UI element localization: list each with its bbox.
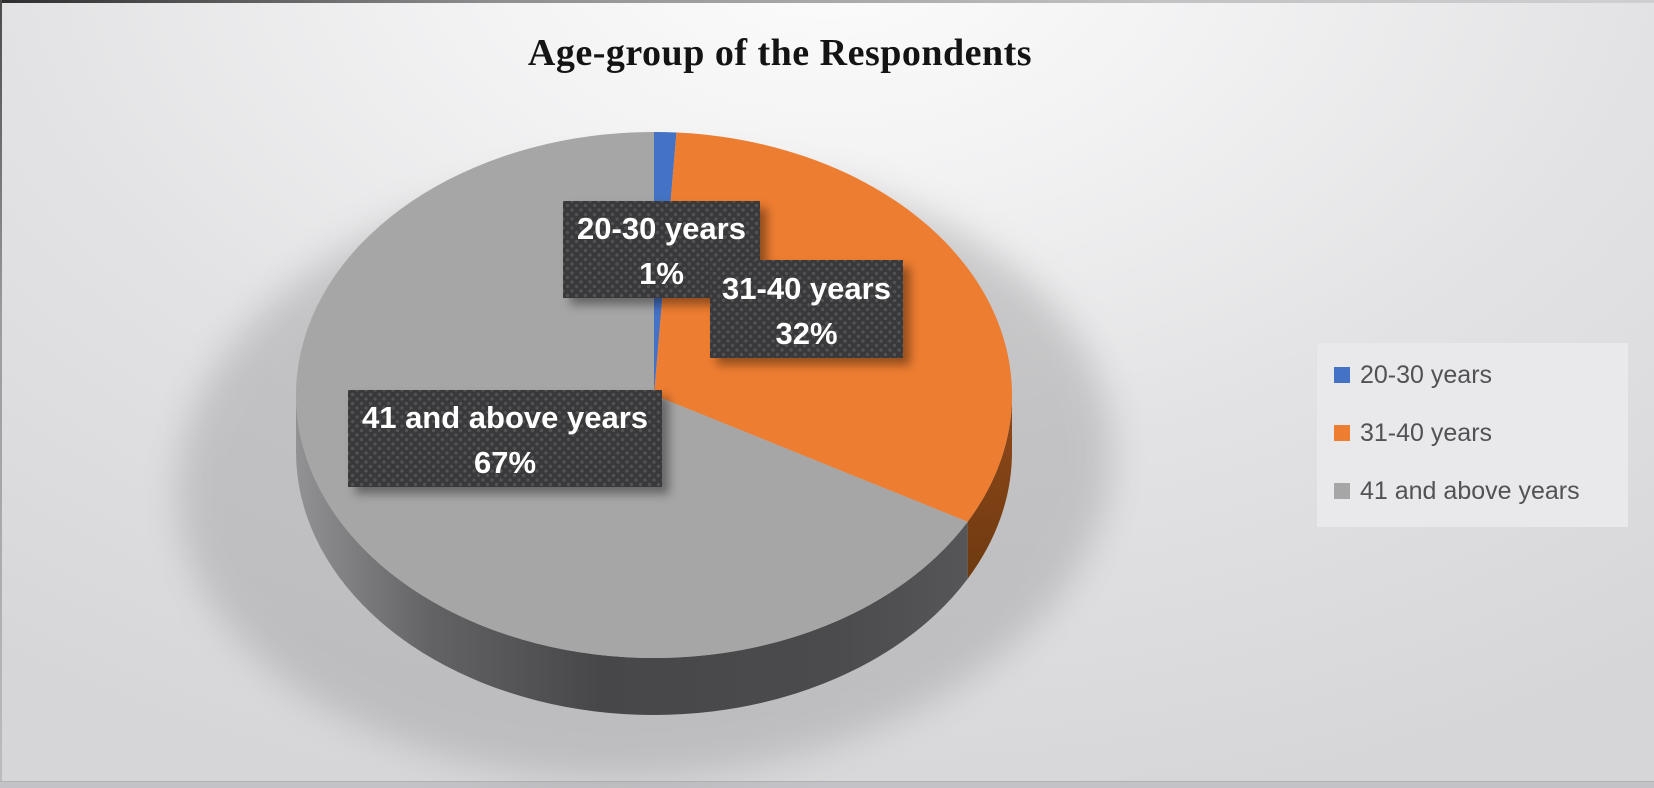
- legend-label: 41 and above years: [1360, 476, 1580, 505]
- legend-item-20-30: 20-30 years: [1317, 346, 1628, 404]
- frame-top-edge: [0, 0, 1654, 3]
- legend-item-31-40: 31-40 years: [1317, 404, 1628, 462]
- legend-swatch-icon: [1334, 367, 1350, 383]
- data-label-category: 41 and above years: [361, 400, 649, 435]
- data-label-value: 32%: [775, 316, 838, 351]
- data-label-category: 20-30 years: [577, 211, 746, 246]
- frame-bottom-edge: [0, 781, 1654, 788]
- data-label-20-30: 20-30 years 1%: [563, 201, 760, 298]
- data-label-value: 67%: [473, 445, 537, 480]
- pie-side-orange: [967, 395, 1012, 579]
- chart-title: Age-group of the Respondents: [527, 32, 1033, 74]
- legend: 20-30 years 31-40 years 41 and above yea…: [1317, 343, 1628, 527]
- frame-left-edge: [0, 0, 2, 788]
- legend-item-41-above: 41 and above years: [1317, 462, 1628, 520]
- legend-label: 31-40 years: [1360, 418, 1493, 447]
- data-label-value: 1%: [639, 256, 684, 291]
- data-label-31-40: 31-40 years 32%: [710, 260, 903, 358]
- pie-slice-41-and-above: [295, 132, 968, 658]
- data-label-41-above: 41 and above years 67%: [348, 390, 662, 487]
- legend-swatch-icon: [1334, 425, 1350, 441]
- data-label-category: 31-40 years: [722, 271, 891, 306]
- legend-swatch-icon: [1334, 483, 1350, 499]
- pie-side-gray: [296, 395, 968, 715]
- legend-label: 20-30 years: [1360, 360, 1493, 389]
